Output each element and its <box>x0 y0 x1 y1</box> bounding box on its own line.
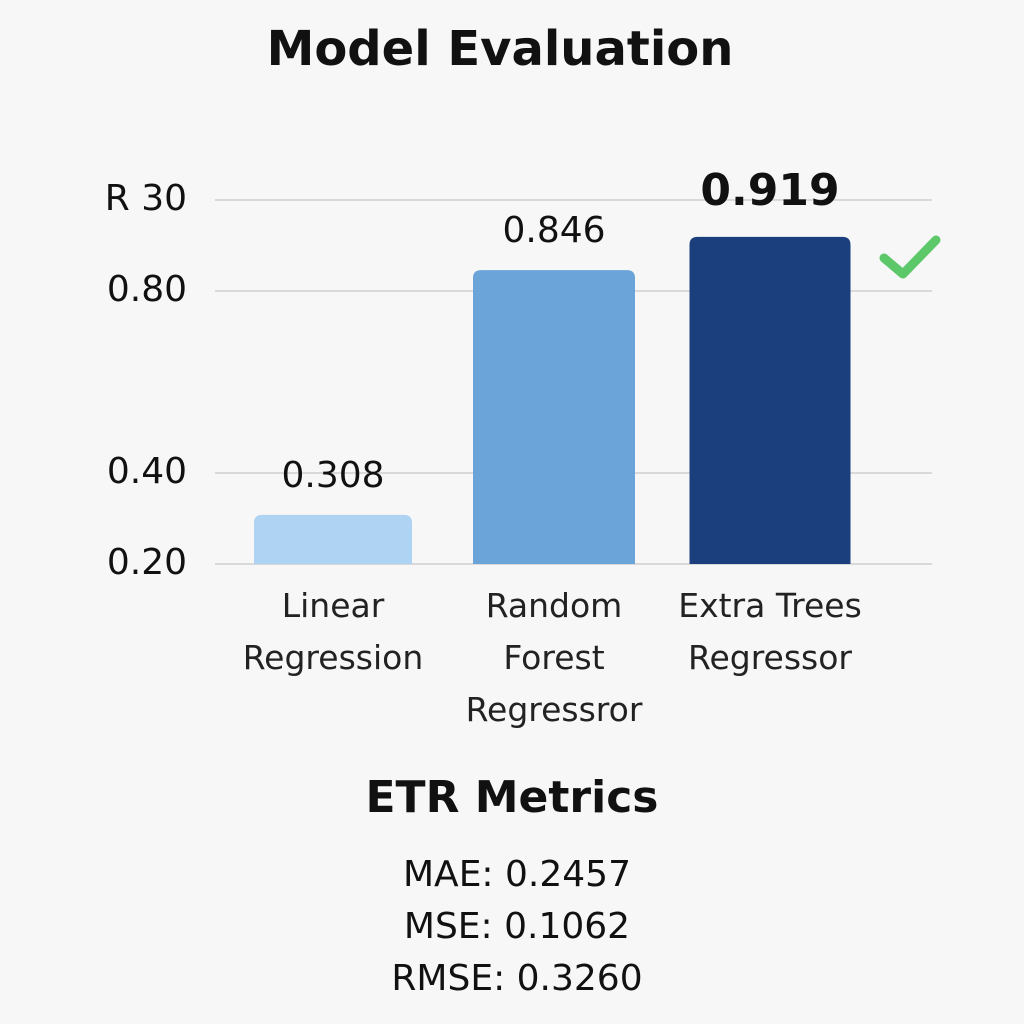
bar <box>473 270 635 564</box>
value-label: 0.846 <box>502 210 605 251</box>
x-tick-label: Linear Regression <box>242 586 424 677</box>
x-tick-label: Random Forest Regressror <box>465 586 643 729</box>
value-label: 0.919 <box>700 165 839 216</box>
y-tick-label: 0.40 <box>107 451 187 492</box>
chart-title: Model Evaluation <box>267 21 734 77</box>
metric-line: MAE: 0.2457 <box>403 854 631 895</box>
metric-line: RMSE: 0.3260 <box>391 958 642 999</box>
bar <box>254 514 412 564</box>
bar <box>689 236 851 565</box>
y-tick-label: R 30 <box>105 178 187 219</box>
metric-line: MSE: 0.1062 <box>404 906 630 947</box>
y-tick-label: 0.20 <box>107 542 187 583</box>
y-tick-label: 0.80 <box>107 269 187 310</box>
x-tick-label: Extra Trees Regressor <box>678 586 862 677</box>
value-label: 0.308 <box>281 455 384 496</box>
check-icon <box>879 235 941 279</box>
metrics-title: ETR Metrics <box>366 772 659 823</box>
